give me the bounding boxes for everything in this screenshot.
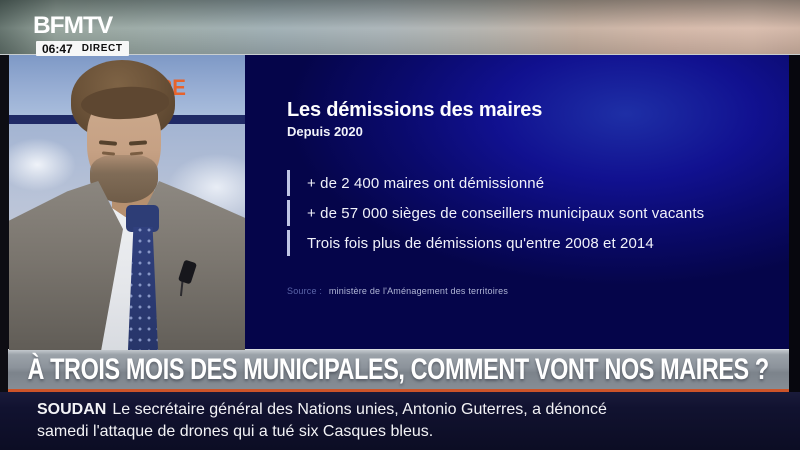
ticker-line-1: SOUDAN Le secrétaire général des Nations … [37, 399, 770, 421]
source-value: ministère de l'Aménagement des territoir… [328, 286, 509, 296]
live-label: DIRECT [81, 43, 123, 54]
news-ticker: SOUDAN Le secrétaire général des Nations … [0, 392, 800, 450]
bullet-item: + de 2 400 maires ont démissionné [287, 170, 704, 196]
bullet-item: + de 57 000 sièges de conseillers munici… [287, 200, 704, 226]
right-edge-strip [789, 55, 800, 392]
time-direct-badge: 06:47 DIRECT [36, 41, 129, 56]
bullet-item: Trois fois plus de démissions qu'entre 2… [287, 230, 704, 256]
infographic-bullet-list: + de 2 400 maires ont démissionné + de 5… [287, 170, 704, 256]
left-edge-strip [0, 55, 9, 392]
studio-top-band [0, 0, 800, 55]
headline-banner: À TROIS MOIS DES MUNICIPALES, COMMENT VO… [8, 349, 789, 392]
headline-text: À TROIS MOIS DES MUNICIPALES, COMMENT VO… [27, 352, 770, 386]
infographic-title: Les démissions des maires [287, 99, 543, 121]
source-line: Source : ministère de l'Aménagement des … [287, 286, 508, 296]
clock-time: 06:47 [42, 41, 73, 56]
source-label: Source : [287, 286, 323, 296]
infographic-subtitle: Depuis 2020 [287, 124, 363, 139]
channel-logo: BFMTV [33, 12, 113, 39]
ticker-topic-tag: SOUDAN [37, 401, 107, 418]
presenter-video: PREMIÈRE [9, 55, 245, 350]
presenter-tie [128, 227, 158, 350]
ticker-text-1: Le secrétaire général des Nations unies,… [112, 401, 607, 418]
infographic-panel: Les démissions des maires Depuis 2020 + … [245, 55, 789, 350]
ticker-line-2: samedi l'attaque de drones qui a tué six… [37, 423, 434, 440]
